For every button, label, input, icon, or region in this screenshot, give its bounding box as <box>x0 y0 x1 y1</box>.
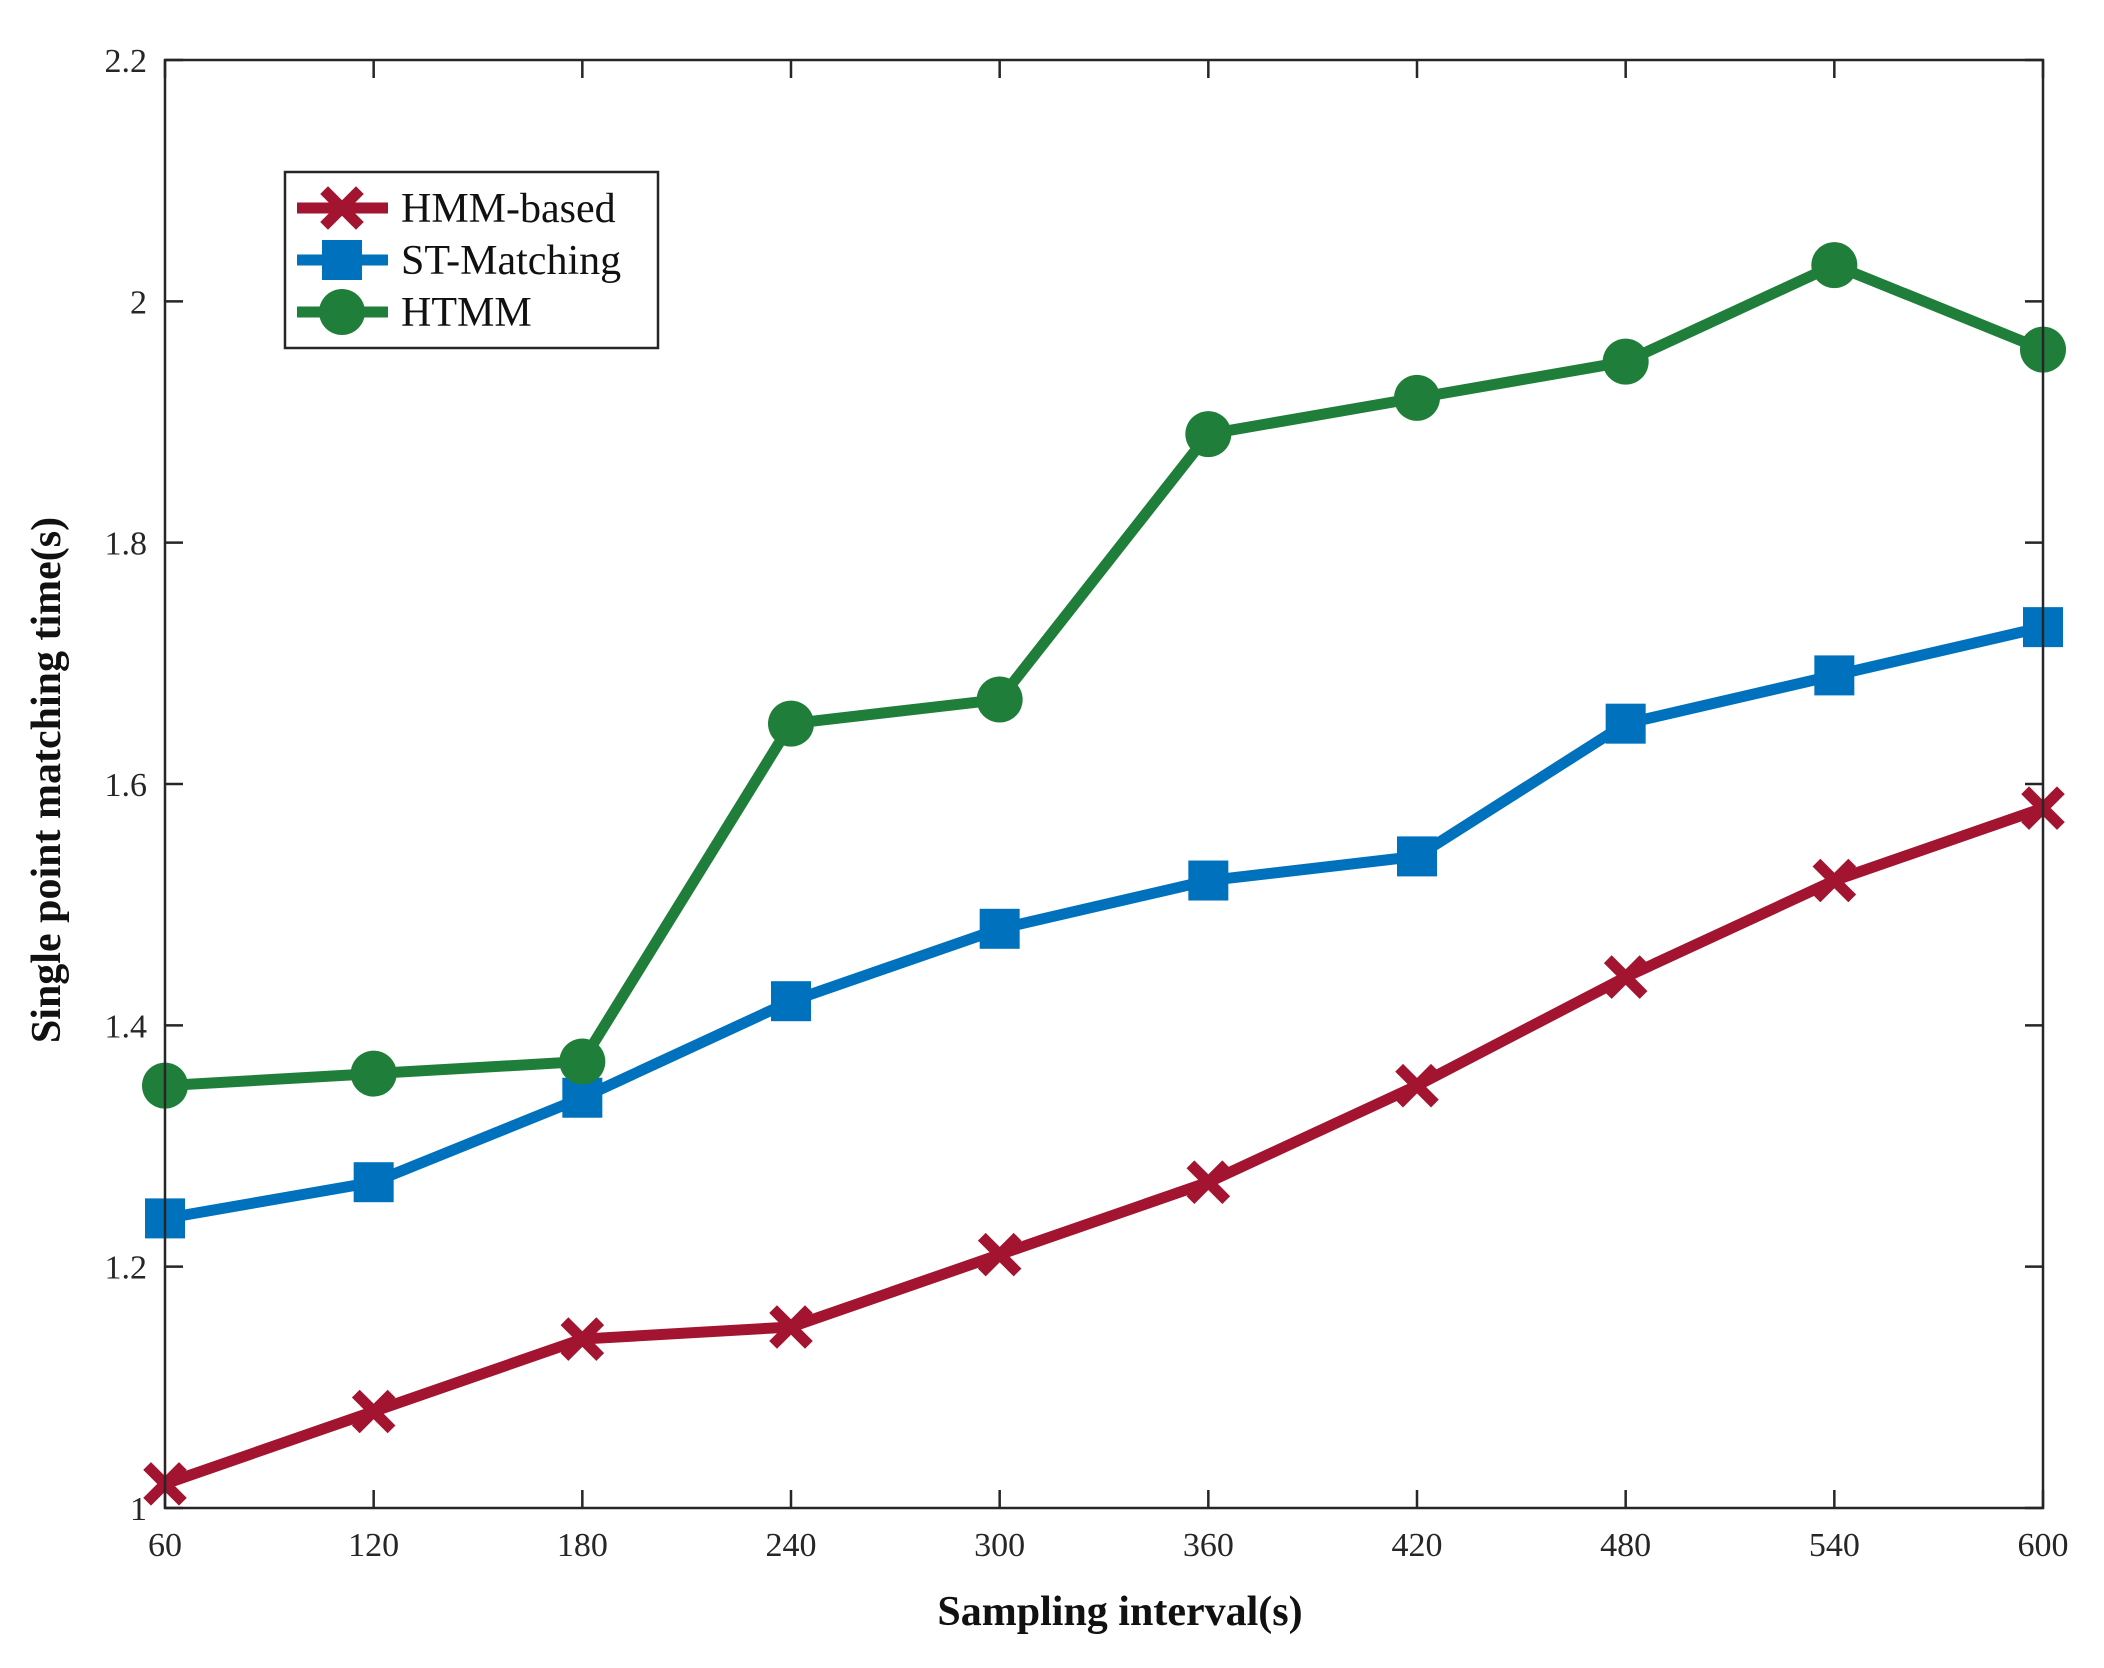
x-axis-title: Sampling interval(s) <box>937 1589 1302 1635</box>
legend-marker <box>319 289 365 335</box>
x-tick-label: 420 <box>1392 1527 1443 1564</box>
data-point <box>1394 374 1440 421</box>
data-point <box>771 981 811 1022</box>
data-point <box>1603 955 1648 999</box>
legend: HMM-based ST-Matching HTMM <box>283 170 660 350</box>
legend-item: HMM-based <box>297 186 616 232</box>
data-point <box>559 1038 606 1085</box>
data-point <box>1185 411 1232 458</box>
y-axis-title: Single point matching time(s) <box>24 517 70 1043</box>
x-tick-label: 60 <box>148 1527 182 1564</box>
y-tick-label: 1.2 <box>105 1250 148 1287</box>
y-tick-label: 1.6 <box>105 767 148 804</box>
data-point <box>1602 338 1649 385</box>
legend-label: HMM-based <box>401 186 616 232</box>
legend-label: ST-Matching <box>401 238 621 284</box>
data-point <box>1814 655 1855 696</box>
y-tick-label: 2.2 <box>105 43 148 80</box>
series-line <box>159 621 2049 1224</box>
legend-item: ST-Matching <box>297 238 621 284</box>
x-tick-label: 480 <box>1600 1527 1651 1564</box>
x-tick-label: 300 <box>974 1527 1025 1564</box>
series-line <box>159 802 2049 1490</box>
x-tick-label: 240 <box>766 1527 817 1564</box>
data-point <box>768 700 814 747</box>
x-tick-label: 180 <box>557 1527 608 1564</box>
y-tick-label: 1 <box>130 1491 147 1528</box>
data-point <box>977 1232 1022 1277</box>
x-tick-label: 540 <box>1809 1527 1860 1564</box>
data-point <box>979 908 1020 949</box>
data-point <box>1395 1063 1439 1108</box>
legend-marker <box>322 240 362 280</box>
y-tick-label: 1.4 <box>105 1008 148 1045</box>
x-tick-label: 360 <box>1183 1527 1234 1564</box>
data-point <box>350 1050 397 1097</box>
data-point <box>1812 858 1857 903</box>
data-point <box>353 1162 394 1203</box>
data-point <box>976 676 1023 723</box>
legend-marker <box>320 186 364 230</box>
x-tick-label: 600 <box>2018 1527 2069 1564</box>
x-tick-label: 120 <box>348 1527 399 1564</box>
data-point <box>351 1389 396 1434</box>
series-layer <box>142 242 2066 1506</box>
data-point <box>1397 836 1437 877</box>
axes-layer: 60 120 180 240 300 360 420 480 540 600 1 1.2 1.4 1.6 1… <box>105 43 2069 1564</box>
data-point <box>769 1305 813 1349</box>
series-line <box>159 259 2049 1092</box>
legend-label: HTMM <box>401 290 532 336</box>
series-hmm-based <box>143 786 2065 1506</box>
data-point <box>560 1317 605 1361</box>
series-st-matching <box>145 607 2063 1239</box>
y-tick-label: 2 <box>130 284 147 321</box>
data-point <box>1605 703 1646 744</box>
legend-item: HTMM <box>297 289 532 336</box>
data-point <box>1188 860 1229 901</box>
data-point <box>1811 242 1858 289</box>
y-tick-label: 1.8 <box>105 526 148 563</box>
data-point <box>1186 1160 1231 1204</box>
